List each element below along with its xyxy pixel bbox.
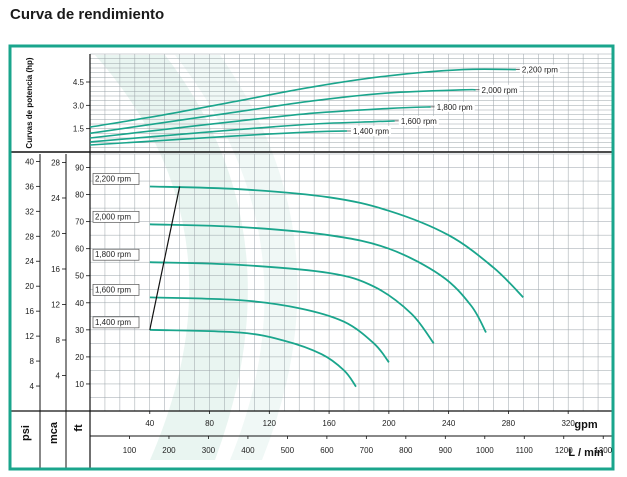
- chart-frame: [8, 44, 615, 471]
- gpm-tick-label: 320: [561, 419, 575, 428]
- power-curve-label: 1,400 rpm: [353, 127, 389, 136]
- psi-tick-label: 20: [25, 282, 34, 291]
- psi-unit-label: psi: [20, 425, 32, 441]
- lpm-tick-label: 500: [281, 446, 295, 455]
- gpm-tick-label: 120: [263, 419, 277, 428]
- psi-tick-label: 24: [25, 257, 34, 266]
- head-curve-label: 1,800 rpm: [95, 250, 131, 259]
- ft-unit-label: ft: [73, 424, 85, 432]
- lpm-tick-label: 300: [202, 446, 216, 455]
- ft-tick-label: 20: [75, 353, 84, 362]
- power-curve-label-bg: [351, 126, 392, 136]
- ft-tick-label: 10: [75, 380, 84, 389]
- mca-unit-label: mca: [48, 421, 60, 444]
- power-curve-3: [89, 120, 395, 143]
- head-curve-label-box: [92, 248, 140, 261]
- head-curve-4: [149, 328, 357, 388]
- mca-tick-label: 8: [56, 336, 61, 345]
- mca-tick-label: 16: [51, 265, 60, 274]
- ft-tick-label: 60: [75, 245, 84, 254]
- psi-tick-label: 4: [30, 382, 35, 391]
- psi-tick-label: 12: [25, 332, 34, 341]
- lpm-tick-label: 1300: [594, 446, 612, 455]
- gpm-tick-label: 160: [322, 419, 336, 428]
- reference-line: [149, 186, 181, 330]
- gpm-tick-label: 80: [205, 419, 214, 428]
- power-curve-1: [89, 88, 476, 135]
- head-curve-label-box: [92, 284, 140, 296]
- ft-tick-label: 80: [75, 191, 84, 200]
- head-curve-label-box: [92, 210, 140, 223]
- power-tick-label: 1.5: [73, 125, 85, 134]
- head-curve-label: 1,600 rpm: [95, 285, 131, 294]
- head-curve-2: [149, 261, 435, 344]
- ft-tick-label: 70: [75, 218, 84, 227]
- head-curve-0: [149, 185, 524, 299]
- mca-tick-label: 20: [51, 229, 60, 238]
- power-curve-label: 2,000 rpm: [482, 86, 518, 95]
- psi-tick-label: 8: [30, 357, 35, 366]
- lpm-tick-label: 1000: [476, 446, 494, 455]
- ft-tick-label: 50: [75, 272, 84, 281]
- power-axis-label: Curvas de potencia (hp): [25, 57, 34, 148]
- power-curve-4: [89, 130, 348, 146]
- mca-tick-label: 4: [56, 371, 61, 380]
- head-curve-label: 2,000 rpm: [95, 212, 131, 221]
- power-curve-label-bg: [434, 101, 475, 112]
- power-curve-label: 2,200 rpm: [522, 66, 558, 75]
- lpm-tick-label: 700: [360, 446, 374, 455]
- page-title: Curva de rendimiento: [10, 6, 165, 23]
- ft-tick-label: 30: [75, 326, 84, 335]
- lpm-tick-label: 900: [439, 446, 453, 455]
- lpm-tick-label: 200: [162, 446, 176, 455]
- power-tick-label: 3.0: [73, 101, 85, 110]
- psi-tick-label: 32: [25, 207, 34, 216]
- gpm-tick-label: 280: [502, 419, 516, 428]
- mca-tick-label: 24: [51, 194, 60, 203]
- lpm-tick-label: 800: [399, 446, 413, 455]
- head-curve-label-box: [92, 173, 140, 185]
- head-curve-label: 1,400 rpm: [95, 318, 131, 327]
- power-tick-label: 4.5: [73, 78, 85, 87]
- gpm-tick-label: 200: [382, 419, 396, 428]
- head-curve-label-box: [92, 316, 140, 329]
- watermark-band: [175, 55, 298, 460]
- gpm-tick-label: 240: [442, 419, 456, 428]
- mca-tick-label: 12: [51, 300, 60, 309]
- head-curve-3: [149, 296, 390, 363]
- mca-tick-label: 28: [51, 158, 60, 167]
- power-curve-label-bg: [519, 64, 560, 75]
- psi-tick-label: 40: [25, 157, 34, 166]
- power-curve-0: [89, 68, 516, 128]
- psi-tick-label: 28: [25, 232, 34, 241]
- head-curve-label: 2,200 rpm: [95, 174, 131, 183]
- power-curve-label: 1,800 rpm: [437, 103, 473, 112]
- power-curve-label-bg: [479, 84, 520, 95]
- lpm-tick-label: 1100: [516, 446, 534, 455]
- head-curve-1: [149, 223, 487, 333]
- gpm-tick-label: 40: [145, 419, 154, 428]
- psi-tick-label: 16: [25, 307, 34, 316]
- gpm-unit-label: gpm: [574, 419, 597, 431]
- lpm-unit-label: L / min: [568, 447, 604, 459]
- ft-tick-label: 90: [75, 164, 84, 173]
- ft-tick-label: 40: [75, 299, 84, 308]
- power-curve-label-bg: [398, 115, 439, 126]
- psi-tick-label: 36: [25, 182, 34, 191]
- lpm-tick-label: 400: [241, 446, 255, 455]
- lpm-tick-label: 100: [123, 446, 137, 455]
- lpm-tick-label: 1200: [555, 446, 573, 455]
- power-curve-label: 1,600 rpm: [401, 117, 437, 126]
- lpm-tick-label: 600: [320, 446, 334, 455]
- power-curve-2: [89, 106, 431, 139]
